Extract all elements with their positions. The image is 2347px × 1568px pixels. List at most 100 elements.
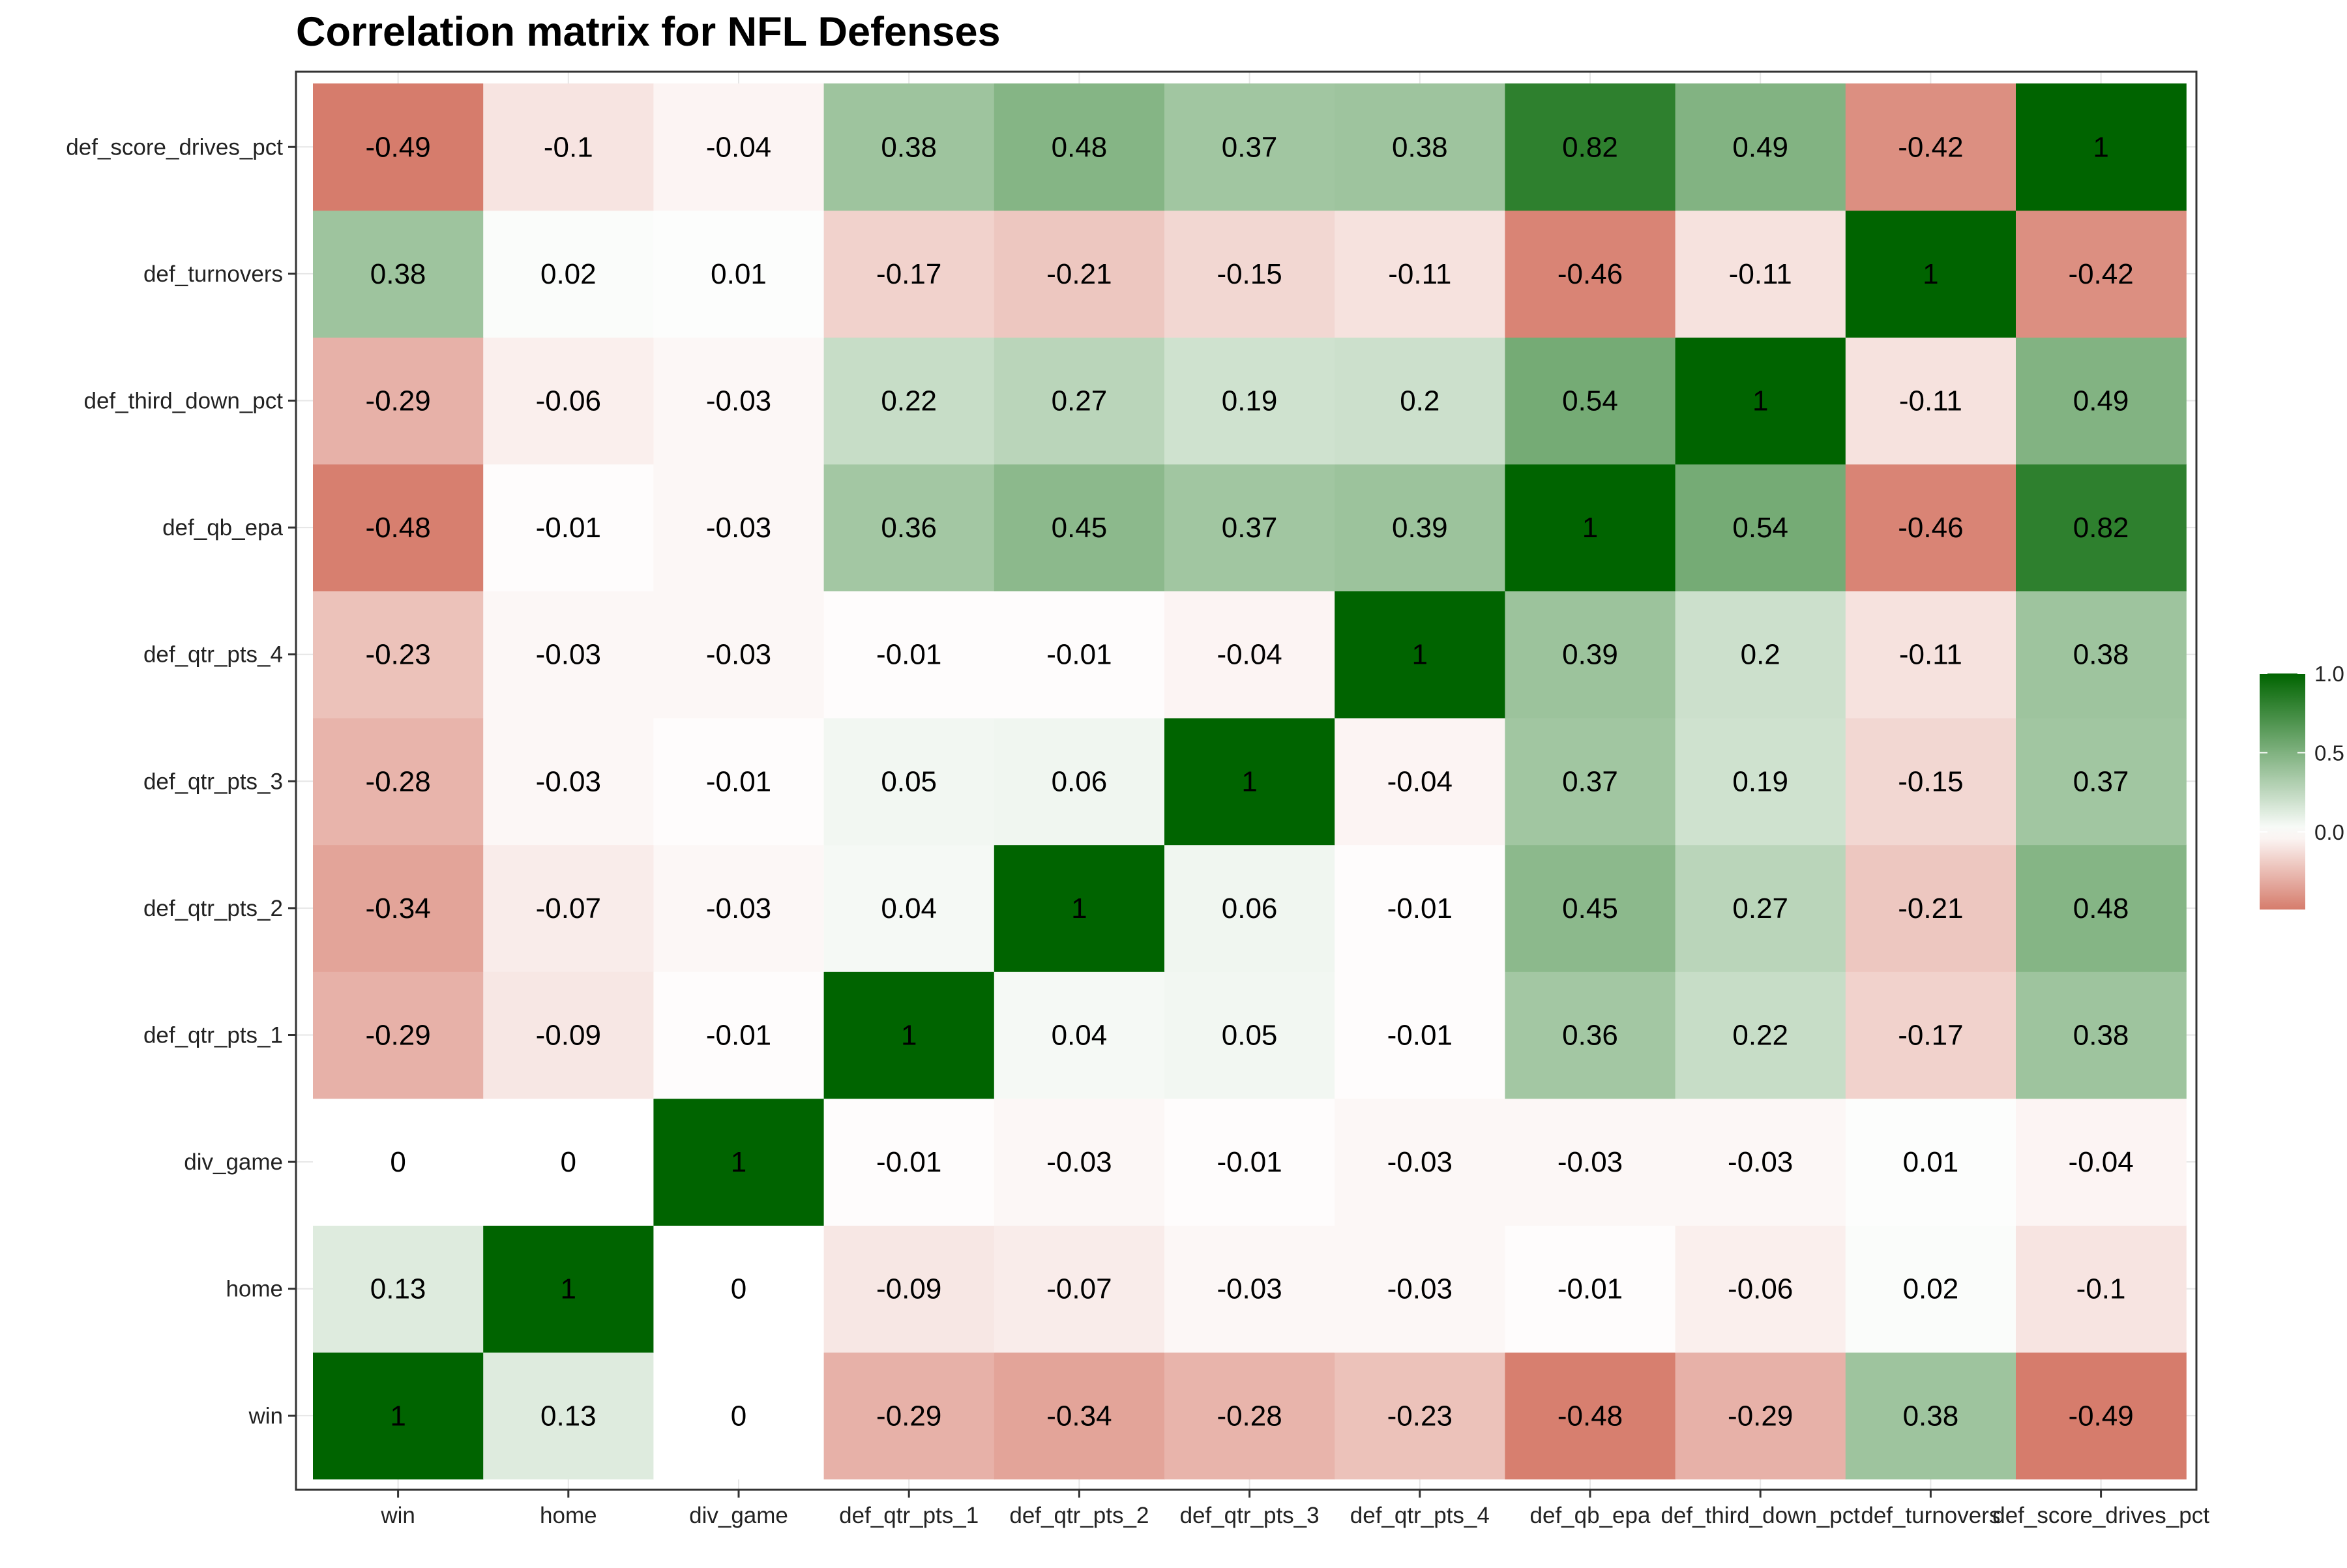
heatmap-cell-def_turnovers-def_score_drives_pct bbox=[2016, 210, 2187, 338]
heatmap-cell-def_qtr_pts_2-home bbox=[483, 844, 654, 972]
heatmap-cell-def_third_down_pct-def_qtr_pts_2 bbox=[994, 337, 1165, 465]
cell-value-label: -0.23 bbox=[365, 639, 430, 671]
cell-value-label: 0.04 bbox=[1052, 1020, 1108, 1052]
heatmap-cell-def_score_drives_pct-def_score_drives_pct bbox=[2016, 83, 2187, 211]
cell-value-label: -0.01 bbox=[1387, 1020, 1453, 1052]
y-axis: win home div_game def_qtr_pts_1 def_qtr_pts_… bbox=[66, 134, 296, 1428]
legend-tick-label: 0.0 bbox=[2314, 820, 2344, 844]
cell-value-label: -0.48 bbox=[365, 512, 430, 544]
cell-value-label: -0.15 bbox=[1217, 258, 1282, 290]
cell-value-label: -0.01 bbox=[706, 1020, 771, 1052]
cell-value-label: -0.03 bbox=[706, 512, 771, 544]
y-tick-label: home bbox=[226, 1277, 283, 1302]
heatmap-cell-home-def_qtr_pts_2 bbox=[994, 1225, 1165, 1353]
cell-value-label: -0.29 bbox=[1728, 1400, 1793, 1432]
cell-value-label: 0.13 bbox=[540, 1400, 597, 1432]
heatmap-cell-def_turnovers-div_game bbox=[653, 210, 825, 338]
cell-value-label: 0.82 bbox=[2073, 512, 2129, 544]
heatmap-cell-def_score_drives_pct-def_qtr_pts_2 bbox=[994, 83, 1165, 211]
heatmap-cell-def_qtr_pts_1-home bbox=[483, 971, 654, 1099]
cell-value-label: 0.02 bbox=[1903, 1273, 1959, 1305]
cell-value-label: -0.29 bbox=[365, 385, 430, 417]
heatmap-cell-def_score_drives_pct-def_third_down_pct bbox=[1675, 83, 1846, 211]
cell-value-label: 0.45 bbox=[1052, 512, 1108, 544]
y-tick-label: def_score_drives_pct bbox=[66, 134, 283, 160]
legend-colorbar bbox=[2260, 673, 2305, 910]
x-tick-label: def_qtr_pts_3 bbox=[1180, 1503, 1320, 1528]
y-tick-label: win bbox=[248, 1403, 283, 1428]
heatmap-cell-win-win bbox=[313, 1352, 484, 1480]
cell-value-label: 0.38 bbox=[2073, 639, 2129, 671]
cell-value-label: -0.01 bbox=[536, 512, 601, 544]
cell-value-label: -0.07 bbox=[536, 893, 601, 925]
heatmap-cell-def_score_drives_pct-div_game bbox=[653, 83, 825, 211]
heatmap-cell-home-def_qtr_pts_4 bbox=[1335, 1225, 1505, 1353]
cell-value-label: 0.54 bbox=[1562, 385, 1618, 417]
heatmap-cell-def_turnovers-def_turnovers bbox=[1845, 210, 2016, 338]
heatmap-cell-def_third_down_pct-def_qtr_pts_3 bbox=[1164, 337, 1335, 465]
cell-value-label: -0.03 bbox=[1387, 1273, 1453, 1305]
heatmap-cell-def_qtr_pts_3-div_game bbox=[653, 718, 825, 846]
cell-value-label: 0 bbox=[731, 1273, 746, 1305]
heatmap-cell-def_qtr_pts_3-def_turnovers bbox=[1845, 718, 2016, 846]
cell-value-label: 0.38 bbox=[1392, 131, 1448, 163]
cell-value-label: -0.21 bbox=[1898, 893, 1963, 925]
color-legend: 1.0 0.5 0.0 bbox=[2260, 662, 2344, 910]
cell-value-label: 1 bbox=[1241, 765, 1257, 797]
cell-value-label: 0.38 bbox=[370, 258, 426, 290]
heatmap-cell-home-div_game bbox=[653, 1225, 825, 1353]
cell-value-label: -0.15 bbox=[1898, 765, 1963, 797]
heatmap-cell-div_game-def_qtr_pts_2 bbox=[994, 1098, 1165, 1226]
cell-value-label: -0.01 bbox=[1557, 1273, 1623, 1305]
cell-value-label: -0.49 bbox=[365, 131, 430, 163]
heatmap-cell-def_qtr_pts_3-def_qb_epa bbox=[1505, 718, 1676, 846]
heatmap-cell-def_qtr_pts_3-def_qtr_pts_4 bbox=[1335, 718, 1505, 846]
heatmap-cell-home-win bbox=[313, 1225, 484, 1353]
cell-value-label: -0.03 bbox=[536, 639, 601, 671]
heatmap-cell-def_qtr_pts_4-def_qtr_pts_1 bbox=[823, 591, 995, 718]
x-tick-label: home bbox=[540, 1503, 597, 1528]
y-tick-label: def_qtr_pts_2 bbox=[143, 896, 283, 921]
cell-value-label: -0.01 bbox=[1387, 893, 1453, 925]
heatmap-cell-def_qtr_pts_3-def_third_down_pct bbox=[1675, 718, 1846, 846]
y-tick-label: def_qtr_pts_3 bbox=[143, 769, 283, 794]
heatmap-cell-def_qtr_pts_4-def_qtr_pts_2 bbox=[994, 591, 1165, 718]
legend-tick-label: 0.5 bbox=[2314, 741, 2344, 765]
heatmap-cell-home-def_third_down_pct bbox=[1675, 1225, 1846, 1353]
cell-value-label: -0.29 bbox=[876, 1400, 941, 1432]
cell-value-label: 0 bbox=[731, 1400, 746, 1432]
heatmap-cell-def_third_down_pct-def_third_down_pct bbox=[1675, 337, 1846, 465]
heatmap-cell-win-def_third_down_pct bbox=[1675, 1352, 1846, 1480]
heatmap-cell-def_qb_epa-def_qtr_pts_1 bbox=[823, 464, 995, 591]
cell-value-label: -0.17 bbox=[876, 258, 941, 290]
cell-value-label: -0.1 bbox=[2076, 1273, 2126, 1305]
cell-value-label: 0.36 bbox=[881, 512, 937, 544]
cell-value-label: -0.03 bbox=[1046, 1146, 1112, 1178]
cell-value-label: 0.22 bbox=[1732, 1020, 1788, 1052]
heatmap-cell-def_qtr_pts_4-def_qb_epa bbox=[1505, 591, 1676, 718]
heatmap-cell-win-def_turnovers bbox=[1845, 1352, 2016, 1480]
cell-value-label: -0.03 bbox=[706, 385, 771, 417]
cell-value-label: -0.42 bbox=[1898, 131, 1963, 163]
cell-value-label: -0.42 bbox=[2068, 258, 2133, 290]
heatmap-cell-def_qb_epa-home bbox=[483, 464, 654, 591]
cell-value-label: 0.45 bbox=[1562, 893, 1618, 925]
heatmap-cell-def_qtr_pts_1-def_qtr_pts_1 bbox=[823, 971, 995, 1099]
cell-value-label: 0.13 bbox=[370, 1273, 426, 1305]
cell-value-label: 0.39 bbox=[1562, 639, 1618, 671]
cell-value-label: 0.27 bbox=[1052, 385, 1108, 417]
cell-value-label: 1 bbox=[2093, 131, 2108, 163]
heatmap-cell-def_qtr_pts_4-def_qtr_pts_3 bbox=[1164, 591, 1335, 718]
cell-value-label: 0.49 bbox=[1732, 131, 1788, 163]
cell-value-label: 0.38 bbox=[1903, 1400, 1959, 1432]
heatmap-cell-def_qb_epa-def_qtr_pts_4 bbox=[1335, 464, 1505, 591]
heatmap-cell-home-def_turnovers bbox=[1845, 1225, 2016, 1353]
heatmap-cell-def_third_down_pct-def_turnovers bbox=[1845, 337, 2016, 465]
heatmap-cell-def_qtr_pts_2-def_qtr_pts_1 bbox=[823, 844, 995, 972]
heatmap-cell-def_turnovers-def_qb_epa bbox=[1505, 210, 1676, 338]
heatmap-cell-def_qtr_pts_1-win bbox=[313, 971, 484, 1099]
cell-value-label: 0.19 bbox=[1222, 385, 1278, 417]
cell-value-label: -0.04 bbox=[706, 131, 771, 163]
cell-value-label: 0.04 bbox=[881, 893, 937, 925]
cell-value-label: 1 bbox=[731, 1146, 746, 1178]
